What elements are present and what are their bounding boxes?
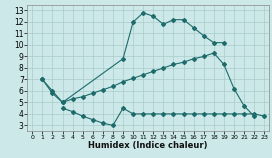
X-axis label: Humidex (Indice chaleur): Humidex (Indice chaleur) [88,141,208,150]
